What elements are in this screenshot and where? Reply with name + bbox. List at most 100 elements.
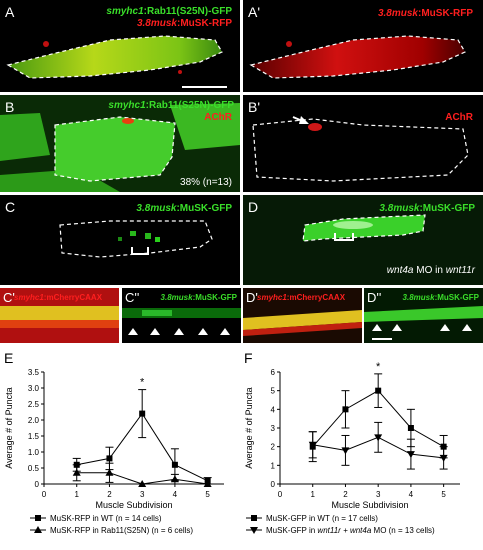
panel-c2-image xyxy=(122,308,241,318)
panel-a-prime-letter: A' xyxy=(248,4,261,20)
data-point-triangle xyxy=(138,480,147,487)
panel-d1: D' smyhc1:mCherryCAAX xyxy=(243,288,362,343)
x-tick-label: 0 xyxy=(278,490,283,499)
x-axis-label: Muscle Subdivision xyxy=(95,500,172,510)
arrow-icon xyxy=(299,116,309,124)
panel-b-prime-label: AChR xyxy=(445,112,473,123)
panel-d1-construct: :mCherryCAAX xyxy=(286,293,346,302)
significance-star: * xyxy=(376,361,381,373)
y-tick-label: 5 xyxy=(271,387,276,396)
panel-e-letter: E xyxy=(4,350,14,366)
data-point-square xyxy=(375,387,382,394)
y-axis-label: Average # of Puncta xyxy=(244,387,254,468)
panel-b-construct-green: :Rab11(S25N)-GFP xyxy=(145,100,234,111)
data-point-square xyxy=(407,425,414,431)
panel-d-gene-mo: wnt4a xyxy=(386,265,414,276)
panel-c2-construct: :MuSK-GFP xyxy=(192,293,237,302)
panel-c-construct: :MuSK-GFP xyxy=(176,203,232,214)
data-point-triangle-down xyxy=(439,454,448,462)
y-tick-label: 1.0 xyxy=(28,448,40,457)
panel-d1-letter: D' xyxy=(246,290,258,305)
legend-label: MuSK-GFP in wnt11r + wnt4a MO (n = 13 ce… xyxy=(266,526,435,535)
panel-a-prime-construct: :MuSK-RFP xyxy=(418,8,473,19)
y-tick-label: 1 xyxy=(271,461,276,470)
data-point-square xyxy=(171,461,178,468)
legend-label: MuSK-GFP in WT (n = 17 cells) xyxy=(266,514,378,523)
x-tick-label: 5 xyxy=(441,490,446,499)
panel-b-label-red: AChR xyxy=(204,112,232,123)
y-tick-label: 3.5 xyxy=(28,368,40,377)
arrowhead-icon xyxy=(440,324,450,331)
panel-b-letter: B xyxy=(5,99,15,115)
panel-d2: D'' 3.8musk:MuSK-GFP xyxy=(364,288,483,343)
y-tick-label: 2 xyxy=(271,443,276,452)
arrowhead-icon xyxy=(392,324,402,331)
panel-a-image xyxy=(6,35,223,79)
panel-c1-letter: C' xyxy=(3,290,15,305)
panel-c: C 3.8musk:MuSK-GFP xyxy=(0,195,240,285)
panel-a-label-green: smyhc1:Rab11(S25N)-GFP xyxy=(106,6,232,17)
panel-c1-image xyxy=(0,288,119,343)
panel-c1-gene: smyhc1 xyxy=(14,293,44,302)
panel-d-label: 3.8musk:MuSK-GFP xyxy=(379,203,475,214)
panel-d-condition-mid: MO in xyxy=(413,265,446,276)
panel-c2: C'' 3.8musk:MuSK-GFP xyxy=(122,288,241,343)
legend-label-suffix: MO (n = 13 cells) xyxy=(371,526,435,535)
panel-c-gene: 3.8musk xyxy=(136,203,177,214)
panel-c1: C' smyhc1:mCherryCAAX xyxy=(0,288,119,343)
data-point-triangle-down xyxy=(341,447,350,455)
scale-bar xyxy=(372,338,392,340)
panel-d1-image xyxy=(243,288,362,343)
data-point-triangle xyxy=(203,480,212,487)
panel-b-prime-image xyxy=(252,116,469,182)
arrowhead-icon xyxy=(174,328,184,335)
y-axis-label: Average # of Puncta xyxy=(4,387,14,468)
panel-c2-gene: 3.8musk xyxy=(160,293,193,302)
legend-label: MuSK-RFP in WT (n = 14 cells) xyxy=(50,514,162,523)
panel-d2-gene: 3.8musk xyxy=(402,293,435,302)
scale-bar xyxy=(182,86,227,88)
data-point-square xyxy=(139,410,146,417)
x-tick-label: 5 xyxy=(205,490,210,499)
panel-d1-gene: smyhc1 xyxy=(257,293,287,302)
panel-d2-letter: D'' xyxy=(367,290,382,305)
panel-d-gene: 3.8musk xyxy=(379,203,420,214)
panel-c1-construct: :mCherryCAAX xyxy=(43,293,103,302)
x-tick-label: 4 xyxy=(173,490,178,499)
panel-d2-construct: :MuSK-GFP xyxy=(434,293,479,302)
arrowhead-icon xyxy=(198,328,208,335)
panel-b: B smyhc1:Rab11(S25N)-GFP AChR 38% (n=13) xyxy=(0,95,240,192)
x-tick-label: 1 xyxy=(75,490,80,499)
panel-c1-label: smyhc1:mCherryCAAX xyxy=(14,292,102,303)
data-point-triangle-down xyxy=(308,441,317,449)
panel-b-image xyxy=(0,95,240,192)
panel-d-image xyxy=(243,195,483,285)
y-tick-label: 4 xyxy=(271,405,276,414)
legend-marker-triangle-down xyxy=(250,527,258,534)
panel-b-prime-letter: B' xyxy=(248,99,261,115)
panel-d-gene-mutant: wnt11r xyxy=(445,265,475,276)
data-point-triangle xyxy=(105,468,114,476)
panel-c-label: 3.8musk:MuSK-GFP xyxy=(136,203,232,214)
y-tick-label: 0.5 xyxy=(28,464,40,473)
significance-star: * xyxy=(140,377,145,389)
panel-a-prime-image xyxy=(249,35,466,79)
panel-b-label-green: smyhc1:Rab11(S25N)-GFP xyxy=(108,100,234,111)
panel-b-prime: B' AChR xyxy=(243,95,483,192)
panel-a-label-red: 3.8musk:MuSK-RFP xyxy=(137,18,232,29)
x-tick-label: 0 xyxy=(42,490,47,499)
data-point-triangle-down xyxy=(406,451,415,459)
panel-c-letter: C xyxy=(5,199,16,215)
arrowhead-icon xyxy=(220,328,230,335)
data-point-square xyxy=(106,455,113,462)
panel-d-condition: wnt4a MO in wnt11r xyxy=(387,265,475,276)
panel-a-letter: A xyxy=(5,4,15,20)
panel-a-prime-label: 3.8musk:MuSK-RFP xyxy=(378,8,473,19)
panel-c2-letter: C'' xyxy=(125,290,140,305)
legend-marker-triangle xyxy=(34,526,42,533)
x-tick-label: 3 xyxy=(376,490,381,499)
panel-c-image xyxy=(59,220,213,258)
panel-d-construct: :MuSK-GFP xyxy=(419,203,475,214)
y-tick-label: 3.0 xyxy=(28,384,40,393)
arrowhead-icon xyxy=(150,328,160,335)
